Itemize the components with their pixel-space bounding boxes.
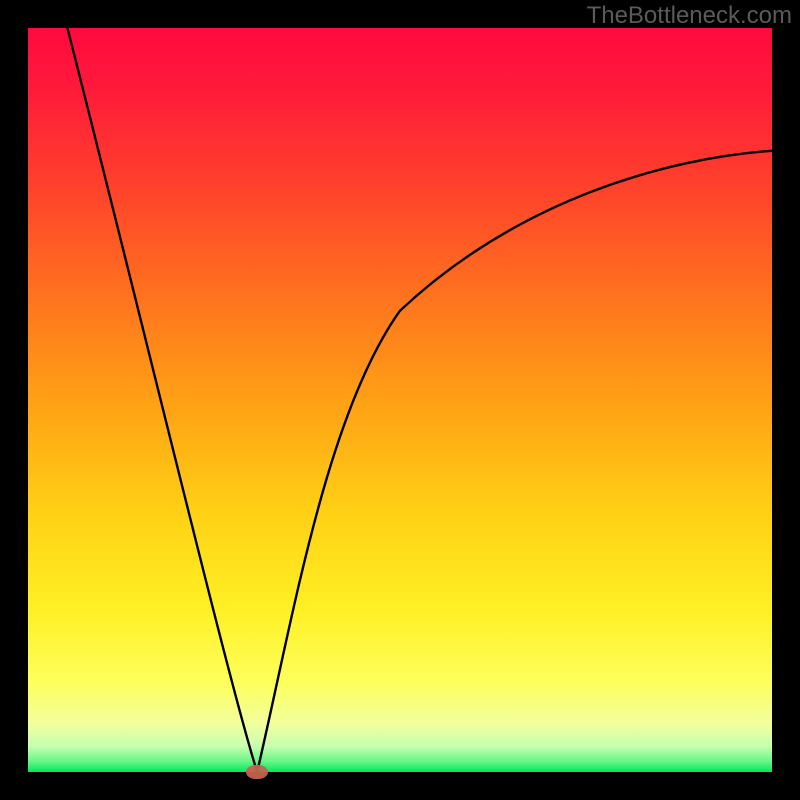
plot-area bbox=[28, 28, 772, 772]
curve-minimum-marker bbox=[246, 765, 268, 778]
curve-path bbox=[67, 28, 772, 772]
chart-stage: TheBottleneck.com bbox=[0, 0, 800, 800]
attribution-label: TheBottleneck.com bbox=[587, 2, 792, 30]
bottleneck-curve bbox=[28, 28, 772, 772]
